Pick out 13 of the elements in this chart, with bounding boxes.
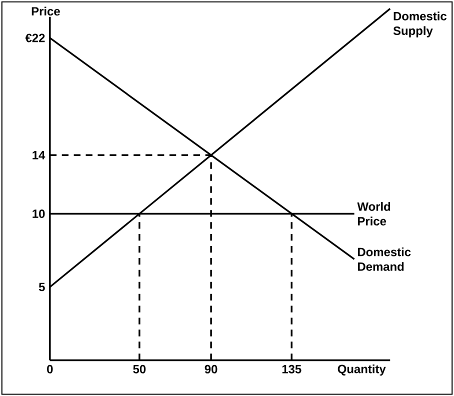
x-tick-label: 135	[282, 364, 302, 374]
x-tick-label: 90	[204, 364, 218, 374]
series-label: World Price	[357, 202, 390, 226]
x-axis-title: Quantity	[338, 364, 386, 376]
y-tick-label: 5	[38, 282, 45, 292]
y-axis-title: Price	[32, 6, 60, 16]
y-tick-label: €22	[25, 34, 45, 42]
y-tick-label: 10	[32, 209, 45, 218]
series-label: Domestic Supply	[393, 12, 446, 38]
x-tick-label: 50	[133, 364, 146, 374]
series-label: Domestic Demand	[358, 247, 411, 271]
x-tick-label: 0	[47, 364, 53, 374]
y-tick-label: 14	[32, 150, 46, 160]
